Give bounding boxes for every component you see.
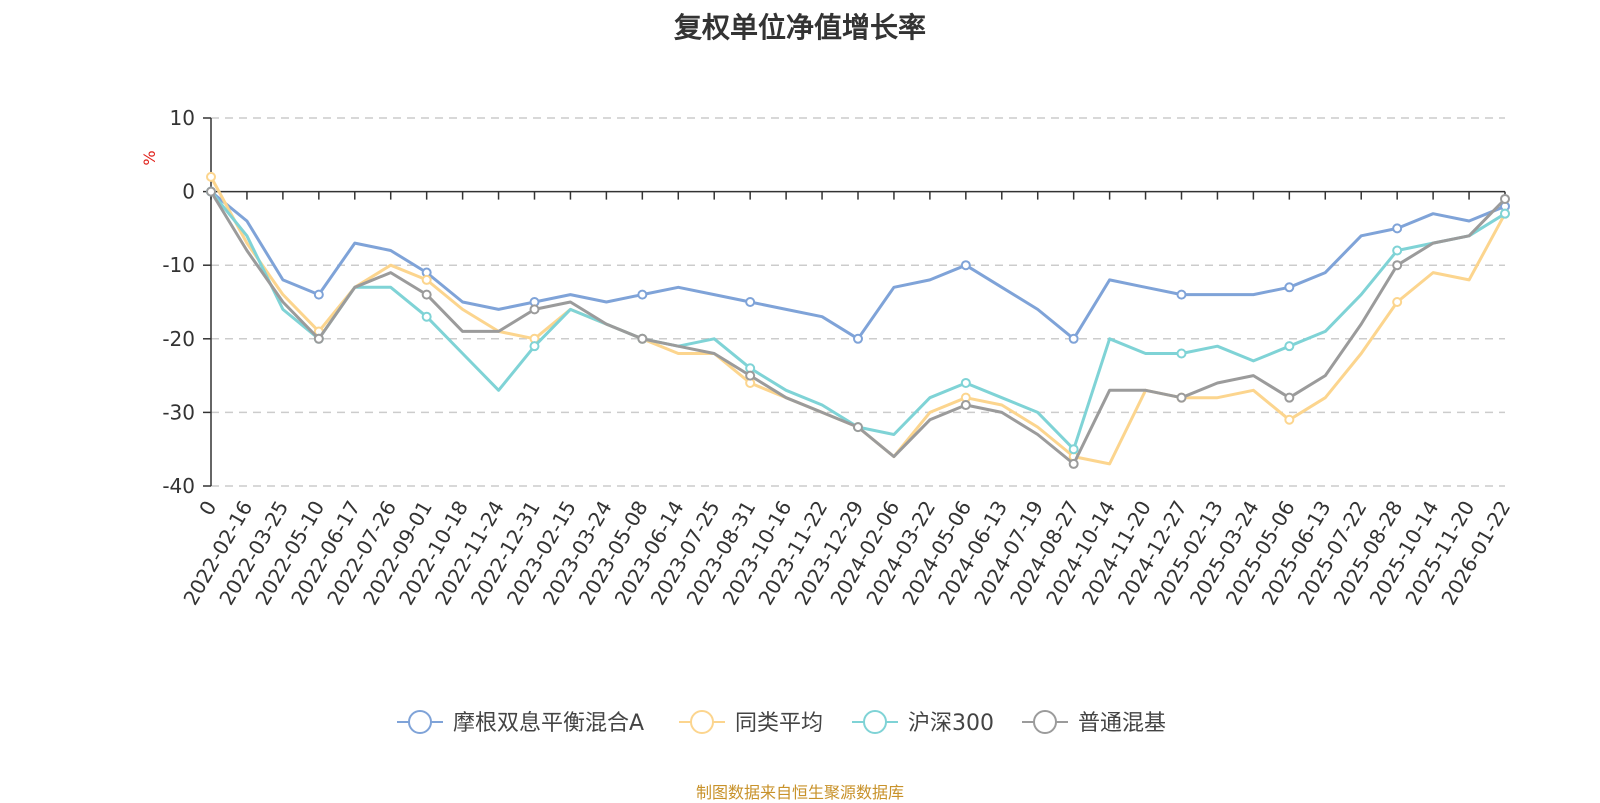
data-point — [960, 400, 971, 411]
data-point — [960, 260, 971, 271]
data-point — [1500, 208, 1510, 219]
data-point — [1068, 458, 1079, 469]
data-point — [1068, 333, 1079, 344]
legend-circle-icon — [863, 710, 887, 734]
data-point — [1392, 223, 1403, 234]
legend[interactable]: 摩根双息平衡混合A 同类平均 沪深300 普通混基 — [397, 710, 1166, 736]
series-line — [209, 190, 1506, 451]
series-line — [209, 176, 1507, 466]
y-tick-label: -20 — [162, 327, 195, 351]
series-3 — [206, 186, 1510, 455]
y-tick-label: -30 — [162, 400, 195, 424]
data-point — [637, 333, 648, 344]
y-axis-unit: % — [140, 150, 159, 165]
data-point — [960, 377, 971, 388]
data-point — [745, 370, 756, 381]
data-point — [313, 333, 324, 344]
data-point — [1176, 392, 1187, 403]
axes: 100-10-20-30-40%02022-02-162022-03-25202… — [140, 106, 1515, 609]
series-2 — [206, 171, 1510, 466]
legend-label: 沪深300 — [908, 711, 994, 736]
legend-label: 普通混基 — [1078, 711, 1166, 736]
legend-item-3[interactable]: 沪深300 — [852, 710, 994, 736]
data-point — [853, 333, 863, 344]
data-point — [421, 311, 432, 322]
legend-label: 摩根双息平衡混合A — [453, 711, 644, 736]
y-tick-label: -40 — [162, 474, 195, 498]
series-lines — [206, 171, 1510, 469]
data-point — [529, 341, 540, 352]
data-point — [637, 289, 648, 300]
data-point — [313, 289, 324, 300]
data-point — [421, 274, 432, 285]
legend-label: 同类平均 — [735, 711, 823, 736]
legend-item-2[interactable]: 同类平均 — [679, 710, 823, 736]
legend-circle-icon — [690, 710, 714, 734]
data-point — [529, 304, 540, 315]
y-tick-label: 0 — [182, 180, 195, 204]
data-point — [1392, 297, 1403, 307]
data-point — [1284, 414, 1295, 425]
data-point — [1176, 348, 1187, 359]
data-point — [206, 186, 216, 197]
data-point — [1284, 341, 1295, 352]
legend-item-4[interactable]: 普通混基 — [1022, 710, 1166, 736]
data-point — [421, 289, 432, 300]
source-note: 制图数据来自恒生聚源数据库 — [695, 783, 904, 802]
chart-title: 复权单位净值增长率 — [673, 11, 926, 44]
data-point — [1392, 260, 1403, 271]
data-point — [1284, 282, 1295, 293]
data-point — [1392, 245, 1403, 256]
legend-circle-icon — [408, 710, 432, 734]
data-point — [853, 422, 863, 433]
data-point — [1176, 289, 1187, 300]
x-tick-label: 0 — [194, 497, 221, 520]
data-point — [206, 171, 216, 182]
data-point — [1500, 193, 1510, 204]
data-point — [1284, 392, 1295, 403]
y-tick-label: -10 — [162, 253, 195, 277]
legend-circle-icon — [1033, 710, 1057, 734]
legend-item-1[interactable]: 摩根双息平衡混合A — [397, 710, 644, 736]
data-point — [745, 297, 756, 307]
y-tick-label: 10 — [170, 106, 195, 130]
data-point — [1068, 444, 1079, 455]
series-4 — [206, 186, 1510, 469]
